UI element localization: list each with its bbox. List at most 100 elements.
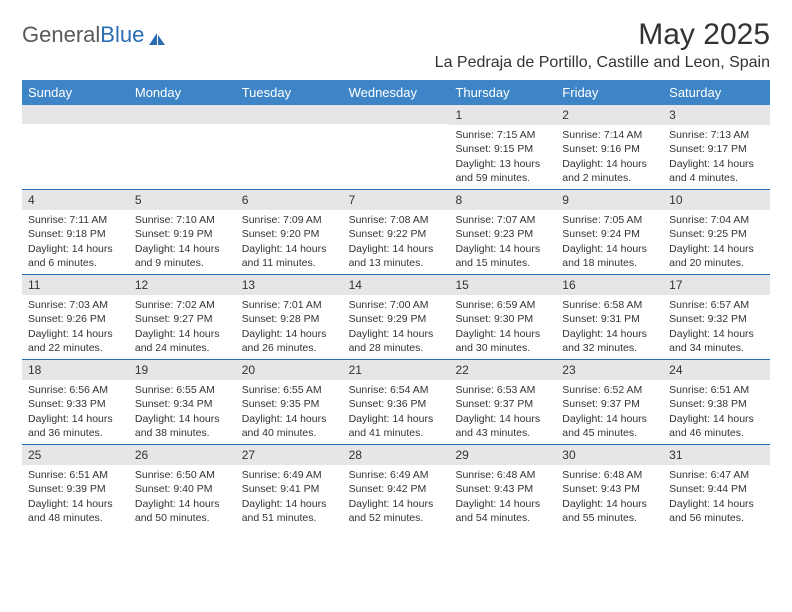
day-details: Sunrise: 6:48 AMSunset: 9:43 PMDaylight:… <box>556 465 663 529</box>
day-details: Sunrise: 7:05 AMSunset: 9:24 PMDaylight:… <box>556 210 663 274</box>
sunset-line: Sunset: 9:38 PM <box>669 397 764 411</box>
day-cell: 19Sunrise: 6:55 AMSunset: 9:34 PMDayligh… <box>129 360 236 444</box>
day-cell: 18Sunrise: 6:56 AMSunset: 9:33 PMDayligh… <box>22 360 129 444</box>
day-details: Sunrise: 6:49 AMSunset: 9:42 PMDaylight:… <box>343 465 450 529</box>
sunset-line: Sunset: 9:43 PM <box>455 482 550 496</box>
sunset-line: Sunset: 9:23 PM <box>455 227 550 241</box>
day-details: Sunrise: 6:47 AMSunset: 9:44 PMDaylight:… <box>663 465 770 529</box>
day-details: Sunrise: 6:50 AMSunset: 9:40 PMDaylight:… <box>129 465 236 529</box>
daylight-line: Daylight: 14 hours and 52 minutes. <box>349 497 444 525</box>
month-title: May 2025 <box>435 18 770 52</box>
day-cell: 23Sunrise: 6:52 AMSunset: 9:37 PMDayligh… <box>556 360 663 444</box>
sunset-line: Sunset: 9:30 PM <box>455 312 550 326</box>
day-cell: 4Sunrise: 7:11 AMSunset: 9:18 PMDaylight… <box>22 190 129 274</box>
day-cell: 28Sunrise: 6:49 AMSunset: 9:42 PMDayligh… <box>343 445 450 529</box>
day-cell: 29Sunrise: 6:48 AMSunset: 9:43 PMDayligh… <box>449 445 556 529</box>
day-number: 30 <box>556 445 663 465</box>
daylight-line: Daylight: 14 hours and 26 minutes. <box>242 327 337 355</box>
sunset-line: Sunset: 9:25 PM <box>669 227 764 241</box>
daylight-line: Daylight: 13 hours and 59 minutes. <box>455 157 550 185</box>
daylight-line: Daylight: 14 hours and 40 minutes. <box>242 412 337 440</box>
day-number: 2 <box>556 105 663 125</box>
sunset-line: Sunset: 9:35 PM <box>242 397 337 411</box>
daylight-line: Daylight: 14 hours and 18 minutes. <box>562 242 657 270</box>
day-details: Sunrise: 6:55 AMSunset: 9:34 PMDaylight:… <box>129 380 236 444</box>
day-cell: 1Sunrise: 7:15 AMSunset: 9:15 PMDaylight… <box>449 105 556 189</box>
daylight-line: Daylight: 14 hours and 38 minutes. <box>135 412 230 440</box>
daylight-line: Daylight: 14 hours and 20 minutes. <box>669 242 764 270</box>
sunset-line: Sunset: 9:24 PM <box>562 227 657 241</box>
daylight-line: Daylight: 14 hours and 9 minutes. <box>135 242 230 270</box>
sunset-line: Sunset: 9:31 PM <box>562 312 657 326</box>
sunset-line: Sunset: 9:22 PM <box>349 227 444 241</box>
day-header-cell: Wednesday <box>343 80 450 105</box>
day-cell: 31Sunrise: 6:47 AMSunset: 9:44 PMDayligh… <box>663 445 770 529</box>
sunrise-line: Sunrise: 6:51 AM <box>669 383 764 397</box>
sunset-line: Sunset: 9:19 PM <box>135 227 230 241</box>
day-number: 26 <box>129 445 236 465</box>
daylight-line: Daylight: 14 hours and 48 minutes. <box>28 497 123 525</box>
daylight-line: Daylight: 14 hours and 13 minutes. <box>349 242 444 270</box>
day-cell: 15Sunrise: 6:59 AMSunset: 9:30 PMDayligh… <box>449 275 556 359</box>
day-details: Sunrise: 7:15 AMSunset: 9:15 PMDaylight:… <box>449 125 556 189</box>
day-number: 17 <box>663 275 770 295</box>
day-cell: 10Sunrise: 7:04 AMSunset: 9:25 PMDayligh… <box>663 190 770 274</box>
day-details: Sunrise: 6:49 AMSunset: 9:41 PMDaylight:… <box>236 465 343 529</box>
day-cell: 30Sunrise: 6:48 AMSunset: 9:43 PMDayligh… <box>556 445 663 529</box>
week-row: 25Sunrise: 6:51 AMSunset: 9:39 PMDayligh… <box>22 444 770 529</box>
sunset-line: Sunset: 9:28 PM <box>242 312 337 326</box>
sunset-line: Sunset: 9:39 PM <box>28 482 123 496</box>
week-row: 18Sunrise: 6:56 AMSunset: 9:33 PMDayligh… <box>22 359 770 444</box>
day-cell: 6Sunrise: 7:09 AMSunset: 9:20 PMDaylight… <box>236 190 343 274</box>
sunset-line: Sunset: 9:40 PM <box>135 482 230 496</box>
day-cell: 22Sunrise: 6:53 AMSunset: 9:37 PMDayligh… <box>449 360 556 444</box>
day-number: 25 <box>22 445 129 465</box>
sunrise-line: Sunrise: 7:14 AM <box>562 128 657 142</box>
sunrise-line: Sunrise: 6:49 AM <box>242 468 337 482</box>
daylight-line: Daylight: 14 hours and 6 minutes. <box>28 242 123 270</box>
week-row: 4Sunrise: 7:11 AMSunset: 9:18 PMDaylight… <box>22 189 770 274</box>
sunset-line: Sunset: 9:36 PM <box>349 397 444 411</box>
day-cell: 20Sunrise: 6:55 AMSunset: 9:35 PMDayligh… <box>236 360 343 444</box>
day-cell: 26Sunrise: 6:50 AMSunset: 9:40 PMDayligh… <box>129 445 236 529</box>
day-number: 23 <box>556 360 663 380</box>
day-number: 14 <box>343 275 450 295</box>
sunset-line: Sunset: 9:44 PM <box>669 482 764 496</box>
day-cell: 9Sunrise: 7:05 AMSunset: 9:24 PMDaylight… <box>556 190 663 274</box>
day-cell: 8Sunrise: 7:07 AMSunset: 9:23 PMDaylight… <box>449 190 556 274</box>
sunrise-line: Sunrise: 7:10 AM <box>135 213 230 227</box>
day-number: 18 <box>22 360 129 380</box>
sunrise-line: Sunrise: 7:01 AM <box>242 298 337 312</box>
day-header-row: SundayMondayTuesdayWednesdayThursdayFrid… <box>22 80 770 105</box>
calendar: SundayMondayTuesdayWednesdayThursdayFrid… <box>22 80 770 529</box>
day-cell: 11Sunrise: 7:03 AMSunset: 9:26 PMDayligh… <box>22 275 129 359</box>
daylight-line: Daylight: 14 hours and 34 minutes. <box>669 327 764 355</box>
day-number: 12 <box>129 275 236 295</box>
sunset-line: Sunset: 9:33 PM <box>28 397 123 411</box>
day-number <box>343 105 450 124</box>
sunrise-line: Sunrise: 6:54 AM <box>349 383 444 397</box>
daylight-line: Daylight: 14 hours and 4 minutes. <box>669 157 764 185</box>
sunset-line: Sunset: 9:29 PM <box>349 312 444 326</box>
sunset-line: Sunset: 9:34 PM <box>135 397 230 411</box>
location: La Pedraja de Portillo, Castille and Leo… <box>435 54 770 72</box>
day-cell <box>343 105 450 189</box>
sunrise-line: Sunrise: 7:11 AM <box>28 213 123 227</box>
day-header-cell: Saturday <box>663 80 770 105</box>
day-details: Sunrise: 7:04 AMSunset: 9:25 PMDaylight:… <box>663 210 770 274</box>
day-cell: 3Sunrise: 7:13 AMSunset: 9:17 PMDaylight… <box>663 105 770 189</box>
day-header-cell: Thursday <box>449 80 556 105</box>
sunset-line: Sunset: 9:15 PM <box>455 142 550 156</box>
day-number: 7 <box>343 190 450 210</box>
day-details: Sunrise: 6:51 AMSunset: 9:38 PMDaylight:… <box>663 380 770 444</box>
day-details: Sunrise: 7:02 AMSunset: 9:27 PMDaylight:… <box>129 295 236 359</box>
logo: GeneralBlue <box>22 22 167 48</box>
day-details: Sunrise: 7:14 AMSunset: 9:16 PMDaylight:… <box>556 125 663 189</box>
day-cell <box>22 105 129 189</box>
day-cell: 25Sunrise: 6:51 AMSunset: 9:39 PMDayligh… <box>22 445 129 529</box>
daylight-line: Daylight: 14 hours and 46 minutes. <box>669 412 764 440</box>
daylight-line: Daylight: 14 hours and 32 minutes. <box>562 327 657 355</box>
day-number: 21 <box>343 360 450 380</box>
day-cell <box>129 105 236 189</box>
sunrise-line: Sunrise: 6:58 AM <box>562 298 657 312</box>
